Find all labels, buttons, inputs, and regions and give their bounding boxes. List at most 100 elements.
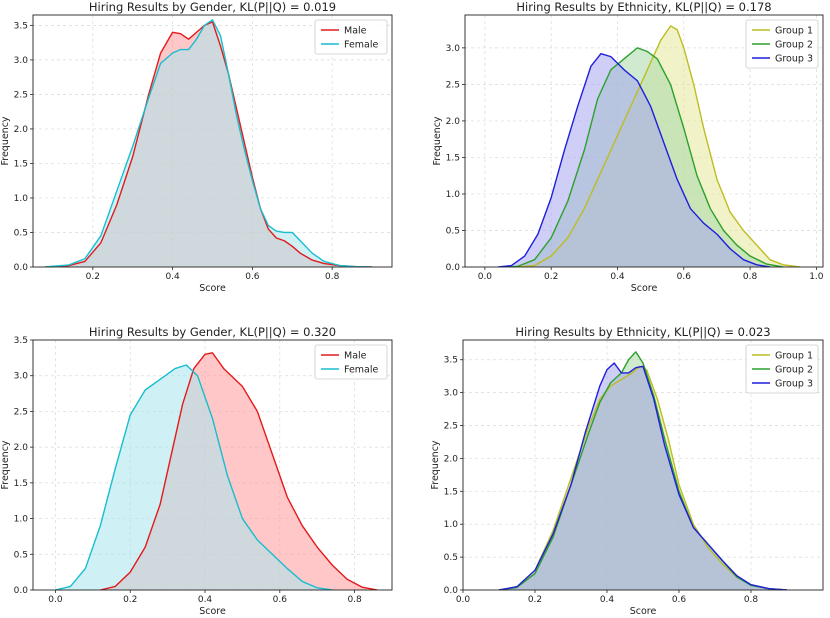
x-tick-label: 0.6 — [273, 595, 288, 605]
legend-label: Female — [344, 365, 379, 376]
series-line-female — [44, 19, 373, 267]
y-axis-label: Frequency — [0, 116, 11, 165]
legend-label: Group 3 — [775, 54, 813, 65]
legend-label: Group 1 — [775, 351, 813, 362]
x-axis-label: Score — [199, 606, 226, 617]
x-axis-label: Score — [631, 283, 658, 294]
chart-title: Hiring Results by Ethnicity, KL(P||Q) = … — [515, 325, 770, 339]
y-tick-label: 3.0 — [444, 389, 459, 399]
y-tick-label: 1.0 — [444, 520, 459, 530]
y-tick-label: 0.5 — [446, 226, 460, 236]
axes-frame — [32, 14, 393, 268]
plot-area — [498, 25, 800, 267]
x-tick-label: 0.4 — [165, 272, 180, 282]
y-tick-label: 1.5 — [14, 159, 28, 169]
y-tick-label: 1.5 — [14, 479, 28, 489]
y-tick-label: 1.0 — [14, 515, 29, 525]
legend-label: Group 2 — [775, 40, 813, 51]
y-tick-label: 3.0 — [14, 56, 29, 66]
chart-title: Hiring Results by Gender, KL(P||Q) = 0.0… — [89, 0, 336, 14]
area-group-3 — [499, 363, 787, 590]
x-tick-label: 0.0 — [478, 272, 493, 282]
axes-frame — [32, 339, 393, 591]
axes-frame — [464, 14, 824, 268]
x-tick-label: 0.0 — [456, 595, 471, 605]
x-tick-label: 0.2 — [86, 272, 100, 282]
x-tick-label: 0.6 — [245, 272, 260, 282]
y-tick-label: 2.0 — [14, 125, 29, 135]
y-tick-label: 0.0 — [14, 586, 29, 596]
chart-title: Hiring Results by Ethnicity, KL(P||Q) = … — [516, 0, 771, 14]
x-tick-label: 0.0 — [48, 595, 63, 605]
y-tick-label: 2.5 — [14, 407, 28, 417]
series-line-male — [100, 352, 378, 590]
y-tick-label: 2.5 — [446, 80, 460, 90]
y-tick-label: 2.0 — [14, 443, 29, 453]
y-tick-label: 0.5 — [444, 553, 458, 563]
x-tick-label: 1.0 — [809, 272, 824, 282]
y-tick-label: 3.5 — [14, 21, 28, 31]
y-tick-label: 2.5 — [444, 422, 458, 432]
y-tick-label: 1.0 — [14, 194, 29, 204]
y-tick-label: 1.5 — [446, 153, 460, 163]
plot-area — [55, 352, 378, 590]
y-axis-label: Frequency — [430, 440, 441, 489]
x-tick-label: 0.8 — [743, 272, 758, 282]
series-line-group-2 — [504, 47, 784, 267]
legend-box — [745, 344, 819, 394]
series-line-group-3 — [498, 362, 788, 590]
y-tick-label: 2.0 — [444, 454, 459, 464]
x-axis-label: Score — [630, 606, 657, 617]
area-female — [55, 365, 333, 590]
legend: Group 1 Group 2 Group 3 — [745, 344, 819, 394]
x-tick-label: 0.6 — [672, 595, 687, 605]
x-tick-label: 0.4 — [198, 595, 213, 605]
y-tick-label: 1.0 — [446, 190, 461, 200]
legend-label: Group 1 — [775, 26, 813, 37]
series-line-female — [55, 364, 333, 590]
legend-label: Male — [344, 26, 367, 37]
y-tick-label: 3.5 — [444, 356, 458, 366]
x-tick-label: 0.8 — [744, 595, 759, 605]
x-tick-label: 0.8 — [347, 595, 362, 605]
y-tick-label: 3.0 — [446, 44, 461, 54]
y-tick-label: 3.5 — [14, 336, 28, 346]
y-tick-label: 0.0 — [14, 263, 29, 273]
series-line-male — [44, 21, 373, 267]
y-tick-label: 2.5 — [14, 90, 28, 100]
legend-label: Group 2 — [775, 365, 813, 376]
legend-box — [314, 344, 388, 380]
x-tick-label: 0.4 — [610, 272, 625, 282]
legend-box — [745, 19, 819, 69]
x-tick-label: 0.4 — [600, 595, 615, 605]
x-tick-label: 0.2 — [528, 595, 542, 605]
chart-panel-1: 0.2 0.4 0.6 0.8 0.0 0.5 1.0 1.5 2.0 2.5 3.0 3.5 Hiri… — [0, 0, 393, 294]
chart-title: Hiring Results by Gender, KL(P||Q) = 0.3… — [89, 325, 336, 339]
area-group-3 — [498, 53, 770, 267]
y-tick-label: 0.0 — [444, 586, 459, 596]
legend: Male Female — [314, 344, 388, 380]
legend: Male Female — [314, 19, 388, 55]
legend-label: Group 3 — [775, 379, 813, 390]
legend: Group 1 Group 2 Group 3 — [745, 19, 819, 69]
y-axis-label: Frequency — [0, 440, 11, 489]
y-axis-label: Frequency — [432, 116, 443, 165]
series-line-group-3 — [498, 53, 771, 267]
x-tick-label: 0.8 — [325, 272, 340, 282]
x-tick-label: 0.6 — [677, 272, 692, 282]
y-tick-label: 1.5 — [444, 487, 458, 497]
area-female — [44, 19, 373, 267]
axes-frame — [462, 339, 824, 591]
chart-panel-4: 0.0 0.2 0.4 0.6 0.8 0.0 0.5 1.0 1.5 2.0 2.5 3.0 3.5 H… — [430, 325, 824, 617]
y-tick-label: 2.0 — [446, 117, 461, 127]
chart-panel-2: 0.0 0.2 0.4 0.6 0.8 1.0 0.0 0.5 1.0 1.5 2.0 2.5 3.0 H… — [432, 0, 824, 294]
y-tick-label: 3.0 — [14, 372, 29, 382]
legend-box — [314, 19, 388, 55]
plot-area — [44, 19, 373, 267]
plot-area — [498, 351, 788, 590]
series-line-group-1 — [517, 25, 800, 267]
y-tick-label: 0.0 — [446, 263, 461, 273]
legend-label: Female — [344, 40, 379, 51]
x-tick-label: 0.2 — [544, 272, 558, 282]
